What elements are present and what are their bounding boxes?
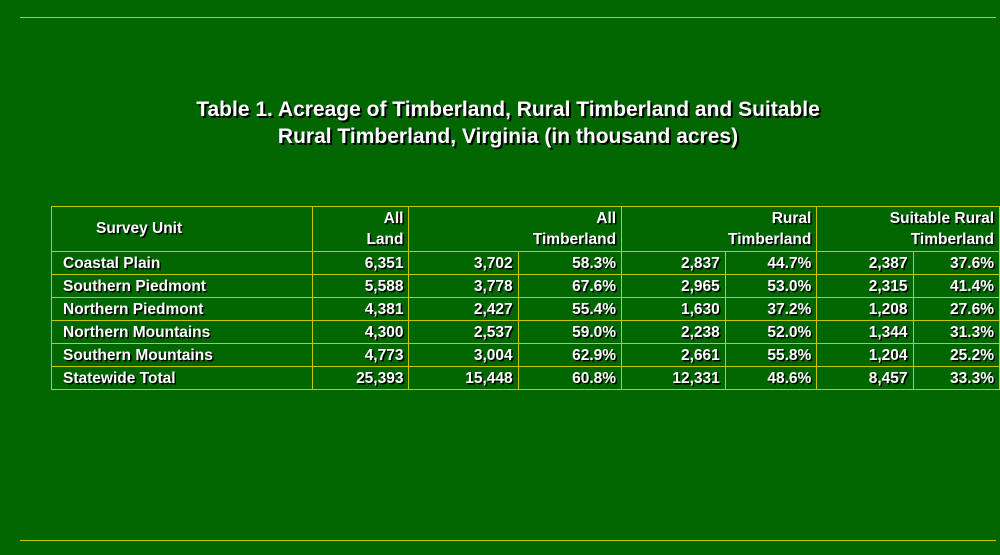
- cell-timber: 2,427: [408, 297, 519, 321]
- cell-rural-pct: 52.0%: [724, 320, 818, 344]
- cell-rural: 2,238: [621, 320, 726, 344]
- cell-timber: 3,004: [408, 343, 519, 367]
- header-rural-timberland: Rural Timberland: [621, 206, 818, 252]
- cell-unit: Northern Mountains: [50, 320, 314, 344]
- header-all-land: All Land: [312, 206, 410, 252]
- top-rule: [20, 17, 996, 18]
- cell-suitable-pct: 25.2%: [912, 343, 1000, 367]
- table-row: Southern Mountains 4,773 3,004 62.9% 2,6…: [50, 343, 1000, 367]
- total-rural: 12,331: [621, 366, 726, 390]
- cell-rural-pct: 53.0%: [724, 274, 818, 298]
- total-unit: Statewide Total: [50, 366, 314, 390]
- title-line-1: Table 1. Acreage of Timberland, Rural Ti…: [196, 98, 820, 121]
- cell-suitable: 2,387: [816, 251, 914, 275]
- cell-unit: Southern Piedmont: [50, 274, 314, 298]
- header-suitable-rural-timberland: Suitable Rural Timberland: [816, 206, 1000, 252]
- total-land: 25,393: [312, 366, 410, 390]
- total-rural-pct: 48.6%: [724, 366, 818, 390]
- total-timber: 15,448: [408, 366, 519, 390]
- cell-timber-pct: 55.4%: [517, 297, 623, 321]
- cell-rural: 2,837: [621, 251, 726, 275]
- cell-timber-pct: 59.0%: [517, 320, 623, 344]
- cell-timber-pct: 67.6%: [517, 274, 623, 298]
- cell-suitable: 2,315: [816, 274, 914, 298]
- cell-suitable-pct: 37.6%: [912, 251, 1000, 275]
- cell-suitable: 1,204: [816, 343, 914, 367]
- cell-land: 4,773: [312, 343, 410, 367]
- total-suitable: 8,457: [816, 366, 914, 390]
- cell-land: 5,588: [312, 274, 410, 298]
- acreage-table: Survey Unit All Land All Timberland Rura…: [50, 206, 1000, 390]
- cell-unit: Coastal Plain: [50, 251, 314, 275]
- total-suitable-pct: 33.3%: [912, 366, 1000, 390]
- total-timber-pct: 60.8%: [517, 366, 623, 390]
- cell-timber: 2,537: [408, 320, 519, 344]
- cell-land: 4,381: [312, 297, 410, 321]
- cell-timber: 3,702: [408, 251, 519, 275]
- header-all-timberland: All Timberland: [408, 206, 623, 252]
- cell-rural-pct: 37.2%: [724, 297, 818, 321]
- cell-suitable-pct: 41.4%: [912, 274, 1000, 298]
- cell-rural: 2,965: [621, 274, 726, 298]
- cell-rural: 1,630: [621, 297, 726, 321]
- cell-unit: Northern Piedmont: [50, 297, 314, 321]
- header-row: Survey Unit All Land All Timberland Rura…: [50, 206, 1000, 252]
- cell-rural-pct: 44.7%: [724, 251, 818, 275]
- header-survey-unit: Survey Unit: [50, 206, 314, 252]
- cell-suitable-pct: 27.6%: [912, 297, 1000, 321]
- cell-timber-pct: 58.3%: [517, 251, 623, 275]
- cell-suitable: 1,344: [816, 320, 914, 344]
- cell-rural-pct: 55.8%: [724, 343, 818, 367]
- cell-timber-pct: 62.9%: [517, 343, 623, 367]
- title-line-2: Rural Timberland, Virginia (in thousand …: [277, 125, 739, 148]
- table-row: Coastal Plain 6,351 3,702 58.3% 2,837 44…: [50, 251, 1000, 275]
- table-row: Southern Piedmont 5,588 3,778 67.6% 2,96…: [50, 274, 1000, 298]
- cell-suitable-pct: 31.3%: [912, 320, 1000, 344]
- cell-rural: 2,661: [621, 343, 726, 367]
- table-title: Table 1. Acreage of Timberland, Rural Ti…: [0, 96, 1000, 150]
- bottom-rule: [20, 540, 996, 541]
- cell-unit: Southern Mountains: [50, 343, 314, 367]
- cell-timber: 3,778: [408, 274, 519, 298]
- cell-suitable: 1,208: [816, 297, 914, 321]
- cell-land: 4,300: [312, 320, 410, 344]
- table-row: Northern Mountains 4,300 2,537 59.0% 2,2…: [50, 320, 1000, 344]
- table-row: Northern Piedmont 4,381 2,427 55.4% 1,63…: [50, 297, 1000, 321]
- total-row: Statewide Total 25,393 15,448 60.8% 12,3…: [50, 366, 1000, 390]
- cell-land: 6,351: [312, 251, 410, 275]
